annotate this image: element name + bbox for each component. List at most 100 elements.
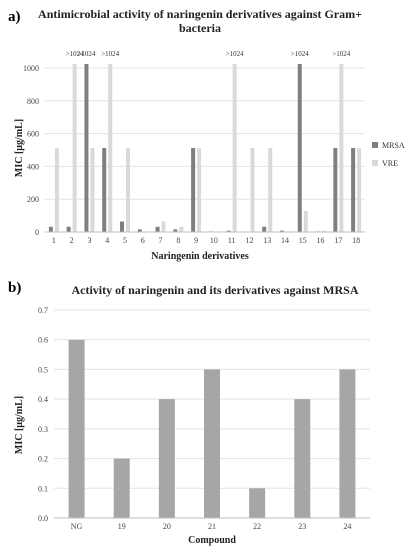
annotation-label: >1024 [332, 50, 350, 58]
x-tick-label: 20 [163, 522, 171, 531]
chart-b-y-tick-labels: 0.0 0.1 0.2 0.3 0.4 0.5 0.6 0.7 [38, 306, 48, 523]
x-tick-label: 10 [210, 236, 218, 245]
chart-b-title: Activity of naringenin and its derivativ… [71, 283, 358, 297]
y-tick-label: 600 [27, 130, 39, 139]
bar [249, 488, 266, 518]
chart-b: Activity of naringenin and its derivativ… [14, 283, 370, 546]
chart-b-x-tick-labels: NG 19 20 21 22 23 24 [71, 522, 352, 531]
x-tick-label: 24 [343, 522, 351, 531]
x-tick-label: 11 [228, 236, 236, 245]
chart-a-y-tick-labels: 0 200 400 600 800 1000 [23, 64, 39, 237]
x-tick-label: 2 [70, 236, 74, 245]
bar [303, 211, 308, 232]
annotation-label: >1024 [291, 50, 309, 58]
bar [137, 229, 142, 232]
x-tick-label: 22 [253, 522, 261, 531]
y-tick-label: 0.2 [38, 455, 48, 464]
bar [204, 369, 220, 518]
bar [161, 221, 166, 232]
x-tick-label: 5 [123, 236, 127, 245]
legend-swatch [372, 160, 378, 166]
legend-swatch [372, 142, 378, 148]
annotation-label: >1024 [101, 50, 119, 58]
annotation-label: >1024 [226, 50, 244, 58]
chart-a-legend: MRSA VRE [372, 141, 405, 168]
bar [333, 148, 338, 232]
y-tick-label: 800 [27, 97, 39, 106]
bar [268, 148, 273, 232]
bar [126, 148, 130, 232]
x-tick-label: 6 [141, 236, 145, 245]
bar [179, 226, 184, 232]
bar [158, 399, 175, 518]
bar [72, 64, 77, 232]
x-tick-label: NG [71, 522, 83, 531]
chart-a-annotations: >1024>1024 >1024 >1024 >1024 >1024 [66, 50, 351, 58]
panel-a-label: a) [8, 9, 21, 25]
x-tick-label: 16 [317, 236, 325, 245]
y-tick-label: 400 [27, 162, 39, 171]
legend-label: VRE [382, 159, 398, 168]
chart-b-ylabel: MIC [μg/mL] [14, 396, 25, 454]
x-tick-label: 13 [263, 236, 271, 245]
bar [280, 230, 284, 232]
x-tick-label: 9 [194, 236, 198, 245]
bar [173, 229, 178, 232]
x-tick-label: 21 [208, 522, 216, 531]
chart-a-x-tick-labels: 1 2 3 4 5 6 7 8 9 10 11 12 13 14 15 16 17 18 [52, 236, 360, 245]
legend-label: MRSA [382, 141, 405, 150]
bar [339, 369, 356, 518]
bar [102, 148, 107, 232]
y-tick-label: 0.6 [38, 336, 48, 345]
x-tick-label: 17 [334, 236, 342, 245]
bar [339, 64, 344, 232]
bar [48, 226, 53, 232]
bar [297, 64, 302, 232]
x-tick-label: 14 [281, 236, 289, 245]
bar [226, 230, 231, 232]
bar [250, 148, 255, 232]
annotation-label: >1024 [66, 50, 84, 58]
chart-a-xlabel: Naringenin derivatives [151, 251, 249, 262]
bar [155, 226, 160, 232]
chart-a-ylabel: MIC [μg/mL] [14, 119, 25, 177]
chart-a-title-line-2: bacteria [179, 21, 221, 35]
chart-a-bars [48, 64, 362, 232]
x-tick-label: 3 [87, 236, 91, 245]
bar [113, 458, 130, 518]
y-tick-label: 0.3 [38, 425, 48, 434]
bar [351, 148, 356, 232]
bar [68, 339, 85, 518]
x-tick-label: 23 [298, 522, 306, 531]
x-tick-label: 15 [299, 236, 307, 245]
bar [357, 148, 362, 232]
y-tick-label: 200 [27, 195, 39, 204]
x-tick-label: 8 [176, 236, 180, 245]
panel-b-label: b) [8, 280, 21, 296]
bar [120, 221, 124, 232]
bar [232, 64, 237, 232]
bar [262, 226, 267, 232]
bar [191, 148, 196, 232]
x-tick-label: 4 [105, 236, 109, 245]
y-tick-label: 0.4 [38, 395, 48, 404]
x-tick-label: 7 [159, 236, 163, 245]
chart-b-bars [68, 339, 356, 518]
bar [54, 148, 59, 232]
bar [294, 399, 311, 518]
bar [108, 64, 113, 232]
x-tick-label: 12 [245, 236, 253, 245]
x-tick-label: 18 [352, 236, 360, 245]
x-tick-label: 19 [118, 522, 126, 531]
chart-a-title-line-1: Antimicrobial activity of naringenin der… [38, 7, 362, 21]
y-tick-label: 0.5 [38, 365, 48, 374]
y-tick-label: 1000 [23, 64, 39, 73]
y-tick-label: 0.7 [38, 306, 48, 315]
x-tick-label: 1 [52, 236, 56, 245]
chart-b-xlabel: Compound [188, 535, 236, 546]
bar [66, 226, 71, 232]
chart-a: Antimicrobial activity of naringenin der… [14, 7, 405, 262]
annotation-label: >1024 [77, 50, 95, 58]
bar [84, 64, 89, 232]
